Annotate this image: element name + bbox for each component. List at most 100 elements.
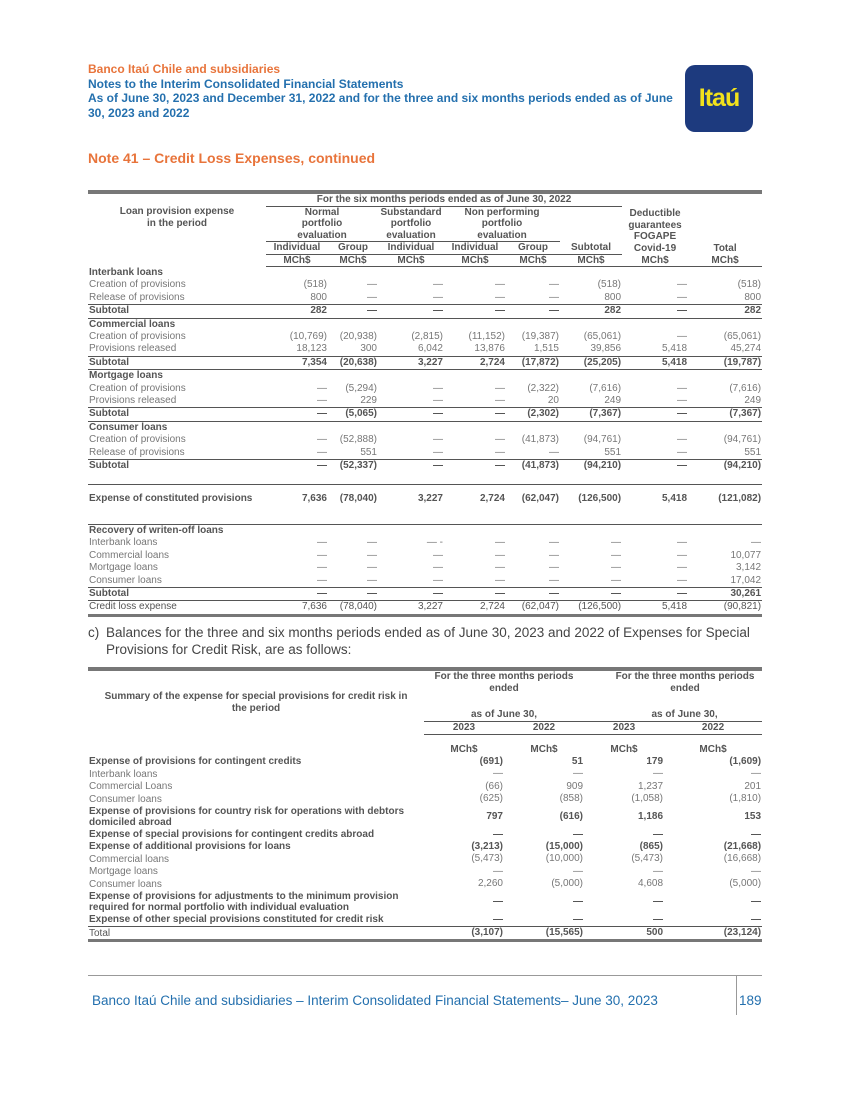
value-cell: 551 [744, 446, 762, 458]
row-label: Commercial loans [89, 549, 170, 561]
spacer-row [88, 472, 763, 485]
value-cell: (518) [597, 279, 622, 291]
value-cell: — [611, 562, 622, 574]
document-subtitle: Notes to the Interim Consolidated Financ… [88, 76, 404, 91]
value-cell: 39,856 [590, 343, 622, 355]
value-cell: — [367, 549, 377, 561]
deductible-header: Deductible guarantees FOGAPE Covid-19 [628, 208, 682, 254]
value-cell: — [653, 865, 664, 877]
as-of-header: as of June 30, [424, 695, 585, 722]
table-row: Expense of provisions for contingent cre… [88, 756, 762, 768]
table-row: Creation of provisions — (52,888) — — (41,873… [88, 434, 762, 446]
value-cell: 3,227 [417, 492, 443, 504]
value-cell: — [328, 304, 378, 319]
table-row: Consumer loans 2,260 (5,000) 4,608 (5,000) [88, 878, 762, 890]
value-cell: — [367, 291, 377, 303]
value-cell: 20 [547, 395, 559, 407]
value-cell: — [495, 434, 505, 446]
value-cell: 2,260 [477, 878, 503, 890]
as-of-header: as of June 30, [584, 695, 763, 722]
value-cell: — [317, 446, 327, 458]
header-spacer [560, 206, 622, 242]
value-cell: — [433, 291, 443, 303]
value-cell: — [433, 395, 443, 407]
value-cell: (19,787) [688, 355, 763, 370]
value-cell: — [495, 382, 505, 394]
row-label: Creation of provisions [89, 279, 186, 291]
table-row: Subtotal — (52,337) — — (41,873) (94,210) — (94,… [88, 459, 763, 473]
value-cell: — [367, 562, 377, 574]
unit-header: MCh$ [699, 744, 727, 755]
value-cell: 7,354 [266, 355, 328, 370]
value-cell: — - [426, 537, 443, 549]
row-label: Total [88, 926, 424, 941]
table-row: Subtotal — (5,065) — — (2,302) (7,367) — (7,367) [88, 407, 763, 422]
value-cell: — [751, 768, 762, 780]
row-label-subtotal: Subtotal [88, 304, 266, 319]
header-spacer [88, 192, 266, 206]
value-cell: — [317, 537, 327, 549]
value-cell: — [751, 537, 762, 549]
value-cell: — [653, 895, 664, 907]
table-row: Commercial loans (5,473) (10,000) (5,473) (1… [88, 853, 762, 865]
row-label: Provisions released [89, 395, 177, 407]
row-label: Expense of provisions for adjustments to… [89, 890, 399, 914]
value-cell: — [573, 895, 584, 907]
value-cell: (7,616) [729, 382, 762, 394]
value-cell: (90,821) [688, 600, 763, 616]
unit-header: MCh$ [378, 254, 444, 267]
units-spacer [88, 254, 266, 267]
value-cell: — [549, 279, 559, 291]
table-row: Creation of provisions (10,769) (20,938) (2… [88, 331, 762, 343]
value-cell: (3,213) [471, 841, 503, 853]
value-cell: — [378, 407, 444, 422]
value-cell: — [378, 587, 444, 601]
value-cell: 7,636 [266, 600, 328, 616]
value-cell: — [677, 434, 688, 446]
value-cell: (10,000) [545, 853, 584, 865]
subcol-header: Group [506, 241, 560, 255]
group-header-normal: Normal portfolio evaluation [266, 206, 378, 242]
value-cell: 229 [360, 395, 377, 407]
value-cell: 282 [266, 304, 328, 319]
section-label: Consumer loans [88, 420, 763, 435]
value-cell: (1,058) [631, 793, 664, 805]
footer-page-divider [736, 975, 737, 1015]
value-cell: 5,418 [662, 492, 688, 504]
logo-text: Itaú [698, 84, 740, 112]
value-cell: — [493, 895, 503, 907]
value-cell: — [317, 574, 327, 586]
value-cell: — [677, 395, 688, 407]
table-row: Expense of provisions for country risk f… [88, 806, 762, 829]
value-cell: 179 [646, 756, 664, 767]
value-cell: 500 [584, 926, 665, 941]
unit-header: MCh$ [530, 744, 558, 755]
value-cell: — [444, 459, 506, 473]
subcol-header: Individual [266, 241, 328, 255]
row-label: Expense of provisions for contingent cre… [89, 756, 302, 768]
value-cell: — [495, 537, 505, 549]
value-cell: (616) [559, 810, 584, 822]
value-cell: — [433, 446, 443, 458]
header-spacer [688, 192, 762, 206]
value-cell: (2,322) [527, 382, 559, 394]
value-cell: — [573, 828, 584, 840]
value-cell: — [317, 434, 327, 446]
table-row: Expense of special provisions for contin… [88, 829, 762, 841]
table-row: Expense of additional provisions for loa… [88, 841, 762, 853]
value-cell: (41,873) [521, 434, 559, 446]
table-row: Provisions released — 229 — — 20 249 — 249 [88, 395, 762, 408]
unit-header: MCh$ [444, 254, 506, 267]
section-header-row: Recovery of writen-off loans [88, 525, 762, 538]
value-cell: (5,000) [551, 878, 584, 890]
section-label: Interbank loans [89, 267, 163, 278]
period-header: For the three months periods ended [615, 671, 755, 694]
row-label: Provisions released [89, 343, 177, 355]
value-cell: — [611, 537, 622, 549]
section-header-row: Consumer loans [88, 420, 763, 435]
value-cell: 18,123 [296, 343, 327, 355]
value-cell: 2,724 [444, 600, 506, 616]
value-cell: (7,367) [560, 407, 623, 422]
row-label: Consumer loans [89, 574, 162, 586]
value-cell: (15,000) [545, 841, 584, 853]
